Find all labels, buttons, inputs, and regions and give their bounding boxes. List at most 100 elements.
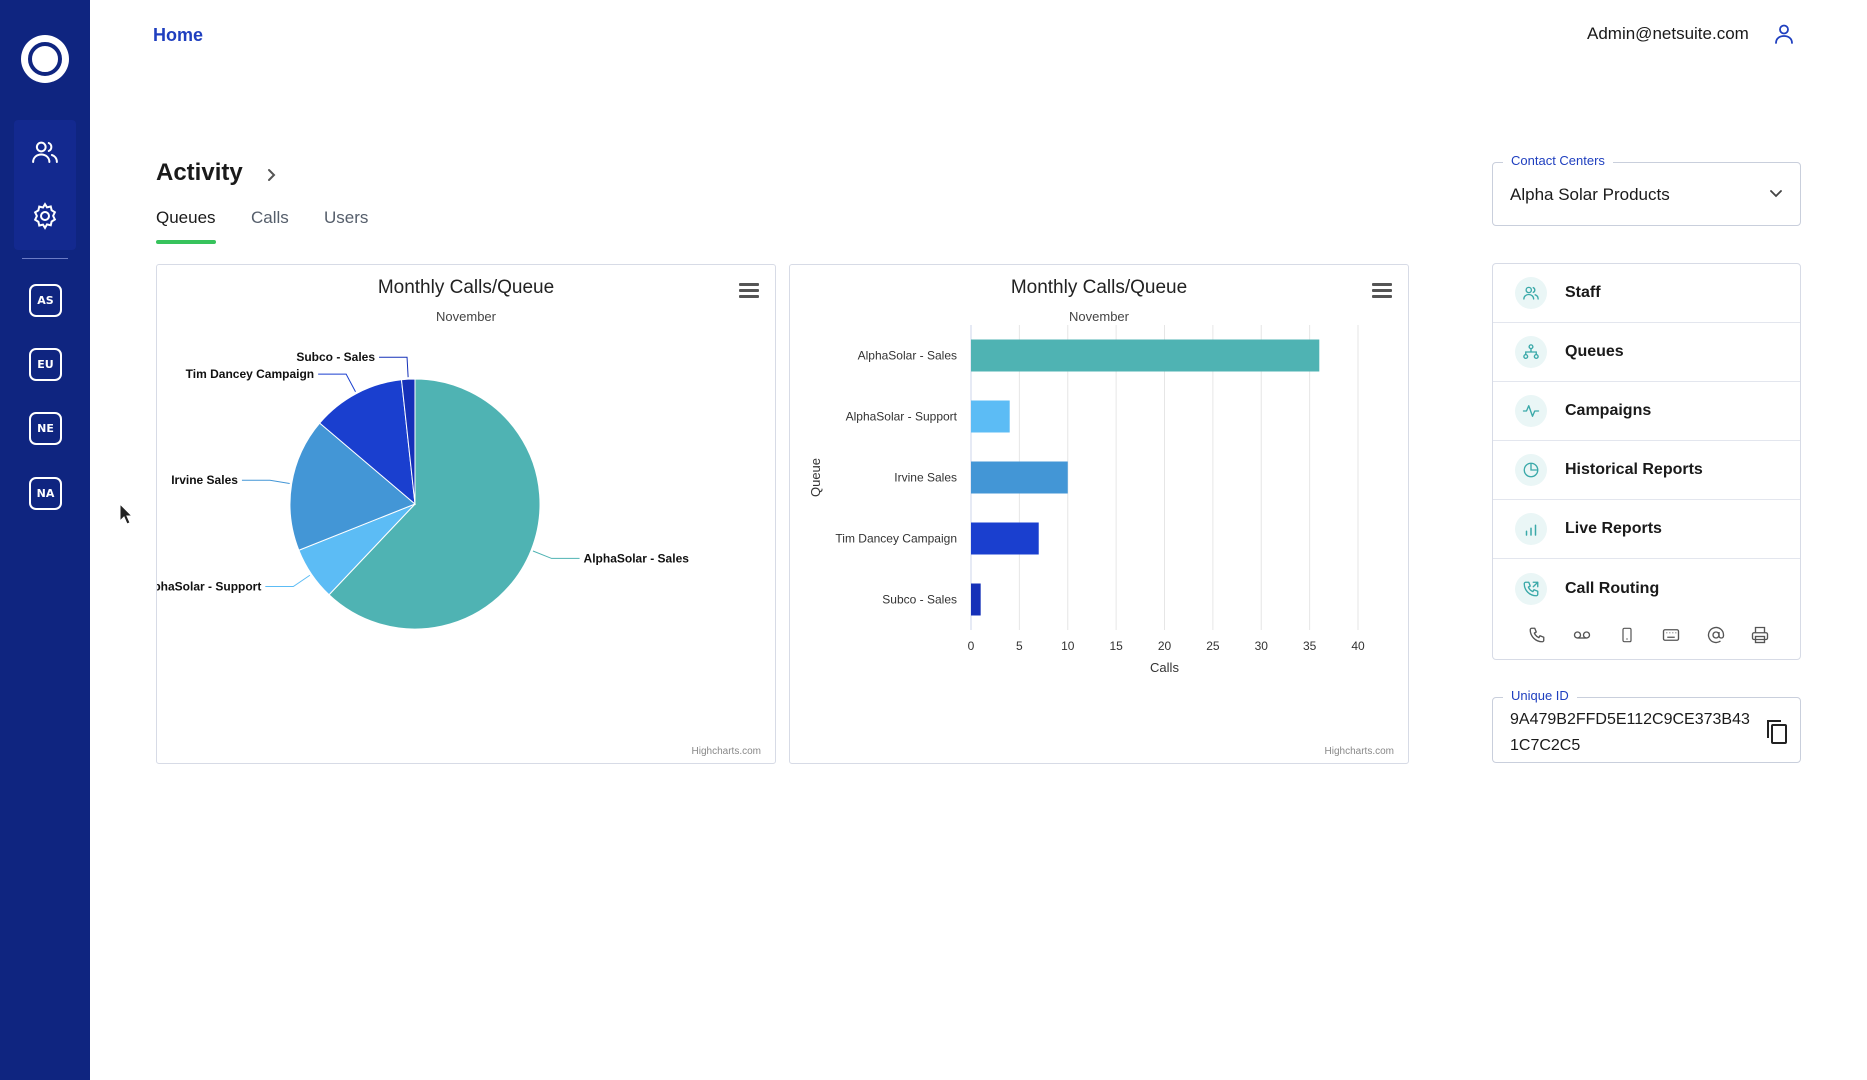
tab-calls[interactable]: Calls (251, 208, 289, 227)
pie-chart-card: Monthly Calls/Queue November AlphaSolar … (156, 264, 776, 764)
pie-connector-subco-sales (379, 356, 409, 378)
region-badge-eu[interactable]: EU (29, 348, 62, 381)
app-logo[interactable] (21, 35, 69, 83)
bar-category-label: Subco - Sales (882, 593, 957, 607)
live-reports-icon (1515, 513, 1547, 545)
pie-chart-subtitle: November (436, 309, 496, 324)
bar-alphasolar-support[interactable] (971, 400, 1010, 433)
nav-label-call-routing: Call Routing (1565, 579, 1660, 597)
user-email: Admin@netsuite.com (1587, 24, 1749, 43)
bar-chart-title: Monthly Calls/Queue (1010, 277, 1188, 298)
bar-x-tick-label: 15 (1109, 639, 1123, 653)
historical-reports-icon (1515, 454, 1547, 486)
at-icon[interactable] (1705, 624, 1727, 646)
unique-id-value: 9A479B2FFD5E112C9CE373B431C7C2C5 (1510, 711, 1750, 754)
bar-tim-dancey-campaign[interactable] (971, 522, 1039, 555)
staff-icon (1515, 277, 1547, 309)
region-badge-as[interactable]: AS (29, 284, 62, 317)
pie-label-subco-sales: Subco - Sales (296, 350, 375, 364)
pie-slice-alphasolar-sales[interactable] (328, 378, 541, 630)
bar-chart-menu-icon[interactable] (1372, 283, 1392, 299)
gear-icon[interactable] (27, 198, 63, 234)
bar-y-axis-title: Queue (808, 458, 823, 497)
unique-id-label: Unique ID (1503, 688, 1577, 703)
pie-label-alphasolar-sales: AlphaSolar - Sales (584, 551, 690, 565)
bar-x-tick-label: 10 (1061, 639, 1075, 653)
bar-alphasolar-sales[interactable] (971, 339, 1320, 372)
bar-category-label: Irvine Sales (894, 471, 957, 485)
bar-irvine-sales[interactable] (971, 461, 1068, 494)
nav-item-queues[interactable]: Queues (1493, 323, 1800, 382)
chart-credit[interactable]: Highcharts.com (691, 746, 761, 757)
tab-queues[interactable]: Queues (156, 208, 216, 227)
bar-chart-card: Monthly Calls/Queue November 0 5 10 15 20 25 3… (789, 264, 1409, 764)
bar-x-tick-label: 40 (1351, 639, 1365, 653)
bar-x-tick-label: 5 (1016, 639, 1023, 653)
nav-label-campaigns: Campaigns (1565, 402, 1652, 419)
contact-centers-value: Alpha Solar Products (1510, 185, 1670, 204)
copy-icon[interactable] (1764, 718, 1790, 746)
bar-category-label: AlphaSolar - Support (846, 410, 958, 424)
bar-x-tick-label: 0 (968, 639, 975, 653)
breadcrumb-home[interactable]: Home (153, 25, 204, 45)
page-title: Activity (156, 159, 243, 186)
active-tab-indicator (156, 240, 216, 244)
pie-connector-alphasolar-support (265, 574, 311, 587)
queues-icon (1515, 336, 1547, 368)
call-routing-icon (1515, 572, 1547, 605)
bar-x-axis-title: Calls (1150, 660, 1179, 675)
users-icon[interactable] (27, 134, 63, 170)
region-badge-ne[interactable]: NE (29, 412, 62, 445)
tab-users[interactable]: Users (324, 208, 369, 227)
voicemail-icon[interactable] (1571, 624, 1593, 646)
campaigns-icon (1515, 395, 1547, 427)
navigation-panel: Staff Queues Campaigns Historical Report… (1492, 263, 1801, 660)
region-badge-na[interactable]: NA (29, 477, 62, 510)
pie-slice-tim-dancey-campaign[interactable] (319, 379, 416, 506)
chevron-right-icon[interactable] (263, 164, 281, 186)
bar-x-tick-label: 25 (1206, 639, 1220, 653)
nav-label-live-reports: Live Reports (1565, 520, 1662, 537)
nav-item-staff[interactable]: Staff (1493, 264, 1800, 323)
bar-subco-sales[interactable] (971, 583, 981, 616)
chart-credit[interactable]: Highcharts.com (1324, 746, 1394, 757)
bar-chart-subtitle: November (1069, 309, 1129, 324)
mouse-cursor-icon (119, 503, 133, 525)
keyboard-icon[interactable] (1660, 624, 1682, 646)
contact-centers-label: Contact Centers (1503, 153, 1613, 168)
pie-chart-title: Monthly Calls/Queue (377, 277, 555, 298)
pie-chart-menu-icon[interactable] (739, 283, 759, 299)
pie-label-irvine-sales: Irvine Sales (171, 473, 238, 487)
user-icon[interactable] (1772, 22, 1796, 46)
pie-connector-tim-dancey-campaign (318, 373, 356, 393)
bar-category-label: Tim Dancey Campaign (835, 532, 957, 546)
phone-icon[interactable] (1526, 624, 1548, 646)
pie-slice-subco-sales[interactable] (400, 378, 416, 505)
printer-icon[interactable] (1749, 624, 1771, 646)
nav-label-historical-reports: Historical Reports (1565, 461, 1703, 478)
nav-item-historical-reports[interactable]: Historical Reports (1493, 441, 1800, 500)
pie-chart: AlphaSolar - Sales AlphaSolar - Support Ir… (157, 350, 690, 630)
mobile-icon[interactable] (1616, 624, 1638, 646)
pie-label-tim-dancey-campaign: Tim Dancey Campaign (186, 367, 314, 381)
bar-x-tick-label: 30 (1255, 639, 1269, 653)
contact-centers-select[interactable]: Contact Centers Alpha Solar Products (1492, 153, 1801, 226)
bar-x-tick-label: 20 (1158, 639, 1172, 653)
quick-actions-row (1493, 624, 1800, 650)
bar-category-label: AlphaSolar - Sales (858, 349, 957, 363)
pie-slice-irvine-sales[interactable] (289, 422, 416, 551)
sidebar-divider (22, 258, 68, 259)
bar-x-tick-label: 35 (1303, 639, 1317, 653)
chevron-down-icon (1768, 185, 1784, 201)
nav-label-queues: Queues (1565, 343, 1624, 360)
nav-item-live-reports[interactable]: Live Reports (1493, 500, 1800, 559)
bar-chart: 0 5 10 15 20 25 30 35 40 AlphaSolar - Sales AlphaS… (808, 325, 1365, 675)
nav-label-staff: Staff (1565, 284, 1601, 301)
nav-item-call-routing[interactable]: Call Routing (1493, 559, 1800, 618)
pie-connector-alphasolar-sales (532, 550, 580, 559)
sidebar: AS EU NE NA (0, 0, 90, 1080)
pie-connector-irvine-sales (241, 479, 290, 484)
nav-item-campaigns[interactable]: Campaigns (1493, 382, 1800, 441)
unique-id-field: Unique ID 9A479B2FFD5E112C9CE373B431C7C2… (1492, 688, 1801, 763)
pie-label-alphasolar-support: AlphaSolar - Support (157, 579, 261, 593)
